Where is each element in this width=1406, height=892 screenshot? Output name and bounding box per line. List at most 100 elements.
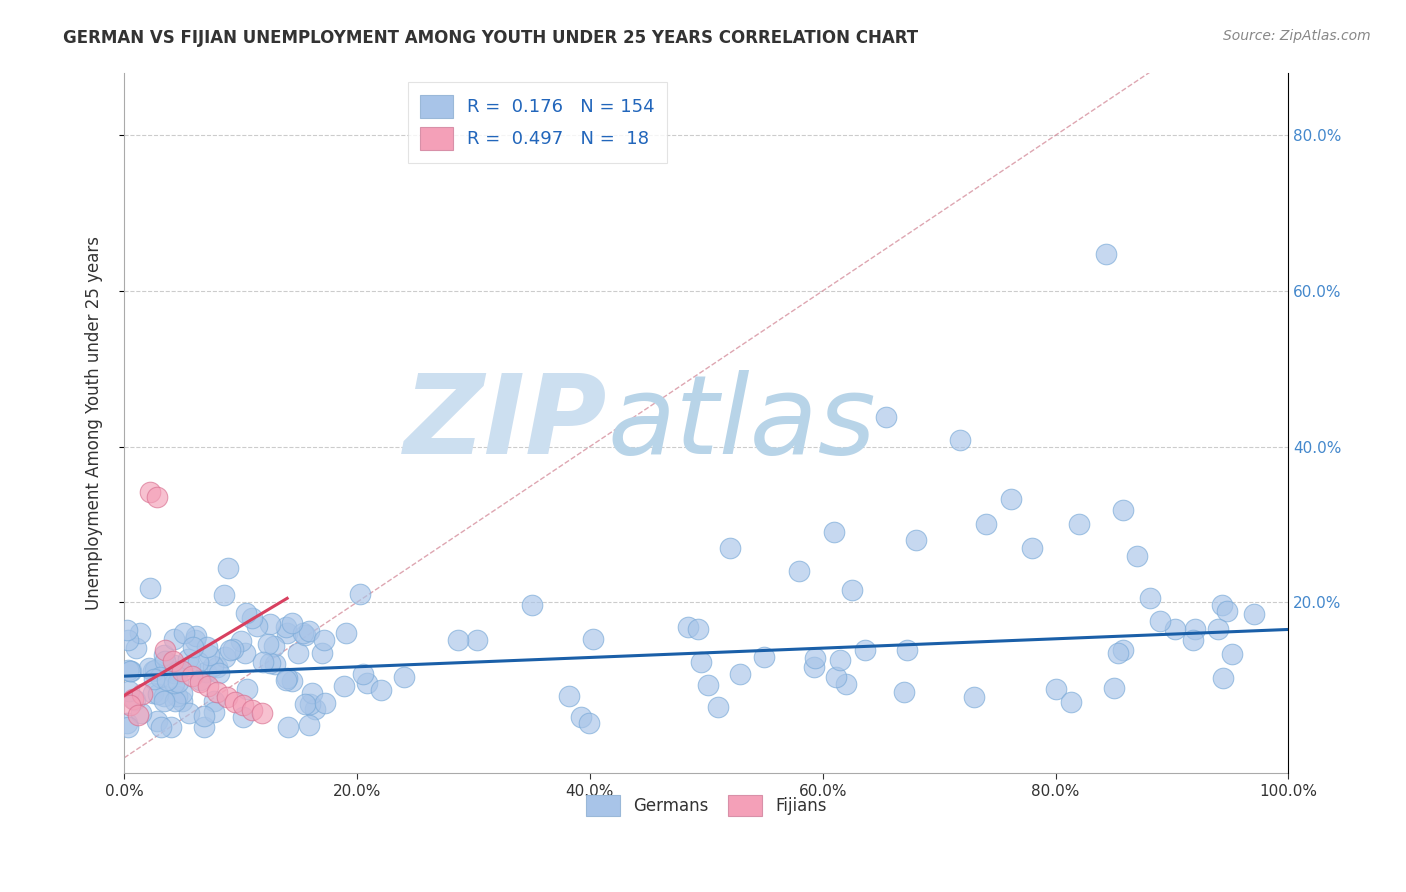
Point [707, 699, 730, 714]
Point [138, 661, 160, 675]
Point [356, 676, 378, 690]
Point [835, 677, 858, 691]
Point [173, 626, 195, 640]
Point [949, 434, 972, 448]
Point [129, 626, 152, 640]
Point [277, 720, 299, 734]
Point [828, 653, 851, 667]
Point [162, 632, 184, 646]
Text: atlas: atlas [607, 369, 876, 476]
Point [240, 611, 263, 625]
Point [557, 689, 579, 703]
Point [145, 490, 167, 504]
Point [235, 607, 257, 621]
Point [582, 632, 605, 646]
Point [222, 641, 245, 656]
Point [118, 684, 141, 698]
Point [127, 708, 149, 723]
Point [145, 714, 167, 728]
Point [115, 716, 138, 731]
Point [1102, 681, 1125, 695]
Point [252, 656, 274, 670]
Point [117, 623, 139, 637]
Point [1126, 549, 1149, 563]
Point [349, 587, 371, 601]
Point [231, 634, 253, 648]
Point [304, 702, 326, 716]
Point [143, 663, 166, 677]
Point [688, 622, 710, 636]
Point [571, 710, 593, 724]
Point [730, 666, 752, 681]
Point [148, 687, 170, 701]
Point [578, 716, 600, 731]
Point [215, 690, 238, 705]
Point [217, 561, 239, 575]
Point [291, 626, 314, 640]
Point [177, 652, 200, 666]
Point [1112, 503, 1135, 517]
Point [179, 658, 201, 673]
Point [1045, 682, 1067, 697]
Point [129, 706, 152, 720]
Point [1000, 492, 1022, 507]
Point [205, 660, 228, 674]
Point [1094, 246, 1116, 260]
Point [298, 718, 321, 732]
Point [194, 665, 217, 679]
Point [301, 686, 323, 700]
Point [1220, 648, 1243, 662]
Point [263, 639, 285, 653]
Point [1182, 632, 1205, 647]
Point [195, 640, 218, 655]
Point [333, 679, 356, 693]
Point [963, 690, 986, 705]
Point [167, 675, 190, 690]
Point [187, 655, 209, 669]
Point [287, 646, 309, 660]
Point [202, 705, 225, 719]
Point [120, 664, 142, 678]
Point [153, 654, 176, 668]
Point [153, 643, 176, 657]
Point [232, 698, 254, 712]
Point [752, 649, 775, 664]
Point [197, 679, 219, 693]
Point [163, 657, 186, 672]
Point [1112, 643, 1135, 657]
Point [139, 484, 162, 499]
Point [1184, 623, 1206, 637]
Point [276, 671, 298, 685]
Point [875, 409, 897, 424]
Point [718, 541, 741, 555]
Point [166, 690, 188, 704]
Point [224, 695, 246, 709]
Point [280, 615, 302, 630]
Point [447, 632, 470, 647]
Point [155, 673, 177, 688]
Point [789, 564, 811, 578]
Point [697, 678, 720, 692]
Point [163, 676, 186, 690]
Point [170, 686, 193, 700]
Point [974, 517, 997, 532]
Point [188, 674, 211, 689]
Point [142, 673, 165, 687]
Point [153, 689, 176, 703]
Point [257, 637, 280, 651]
Point [202, 693, 225, 707]
Point [197, 648, 219, 662]
Text: GERMAN VS FIJIAN UNEMPLOYMENT AMONG YOUTH UNDER 25 YEARS CORRELATION CHART: GERMAN VS FIJIAN UNEMPLOYMENT AMONG YOUT… [63, 29, 918, 46]
Point [259, 616, 281, 631]
Point [1067, 517, 1090, 532]
Point [264, 657, 287, 671]
Point [184, 628, 207, 642]
Point [298, 624, 321, 639]
Point [853, 642, 876, 657]
Text: ZIP: ZIP [404, 369, 607, 476]
Point [392, 669, 415, 683]
Point [214, 650, 236, 665]
Point [335, 625, 357, 640]
Point [240, 703, 263, 717]
Point [208, 666, 231, 681]
